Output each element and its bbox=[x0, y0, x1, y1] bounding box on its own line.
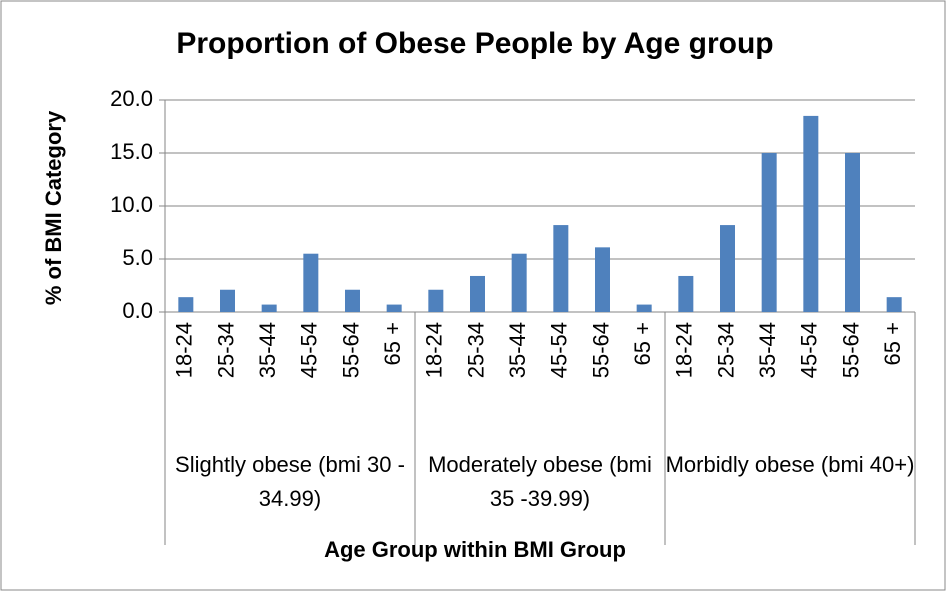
x-tick-label: 45-54 bbox=[297, 322, 322, 378]
bar bbox=[845, 153, 860, 312]
bar bbox=[595, 247, 610, 312]
bar bbox=[678, 275, 694, 312]
bar bbox=[511, 253, 527, 312]
y-tick-label: 20.0 bbox=[110, 86, 153, 111]
x-tick-label: 25-34 bbox=[463, 322, 488, 378]
bar bbox=[386, 304, 402, 312]
x-tick-label: 35-44 bbox=[755, 322, 780, 378]
x-tick-label: 18-24 bbox=[422, 322, 447, 378]
x-tick-label: 65 + bbox=[630, 322, 655, 365]
x-tick-label: 35-44 bbox=[255, 322, 280, 378]
bar bbox=[553, 225, 569, 312]
x-tick-label: 65 + bbox=[880, 322, 905, 365]
y-tick-label: 0.0 bbox=[122, 298, 153, 323]
x-tick-label: 55-64 bbox=[588, 322, 613, 378]
bar bbox=[886, 297, 902, 312]
bar bbox=[428, 289, 444, 312]
x-tick-label: 25-34 bbox=[213, 322, 238, 378]
y-tick-label: 10.0 bbox=[110, 192, 153, 217]
bar bbox=[303, 253, 319, 312]
bar bbox=[720, 225, 735, 312]
x-tick-label: 55-64 bbox=[838, 322, 863, 378]
x-tick-label: 45-54 bbox=[547, 322, 572, 378]
group-label: Slightly obese (bmi 30 - 34.99) bbox=[175, 452, 405, 511]
bar bbox=[345, 289, 360, 312]
bar bbox=[803, 115, 819, 313]
x-tick-label: 65 + bbox=[380, 322, 405, 365]
chart-title: Proportion of Obese People by Age group bbox=[176, 27, 773, 60]
y-tick-label: 15.0 bbox=[110, 139, 153, 164]
bar bbox=[220, 289, 235, 312]
y-axis-title: % of BMI Category bbox=[41, 110, 66, 305]
bar bbox=[178, 297, 194, 312]
x-tick-label: 18-24 bbox=[172, 322, 197, 378]
x-tick-label: 35-44 bbox=[505, 322, 530, 378]
bar bbox=[470, 275, 485, 312]
x-tick-label: 55-64 bbox=[338, 322, 363, 378]
bar bbox=[636, 304, 652, 312]
bar bbox=[261, 304, 277, 312]
x-tick-label: 45-54 bbox=[797, 322, 822, 378]
y-tick-label: 5.0 bbox=[122, 245, 153, 270]
group-label: Moderately obese (bmi 35 -39.99) bbox=[428, 452, 652, 511]
x-axis-title: Age Group within BMI Group bbox=[324, 537, 626, 562]
x-tick-label: 18-24 bbox=[672, 322, 697, 378]
x-tick-label: 25-34 bbox=[713, 322, 738, 378]
bar bbox=[761, 153, 777, 312]
group-label: Morbidly obese (bmi 40+) bbox=[665, 452, 915, 477]
